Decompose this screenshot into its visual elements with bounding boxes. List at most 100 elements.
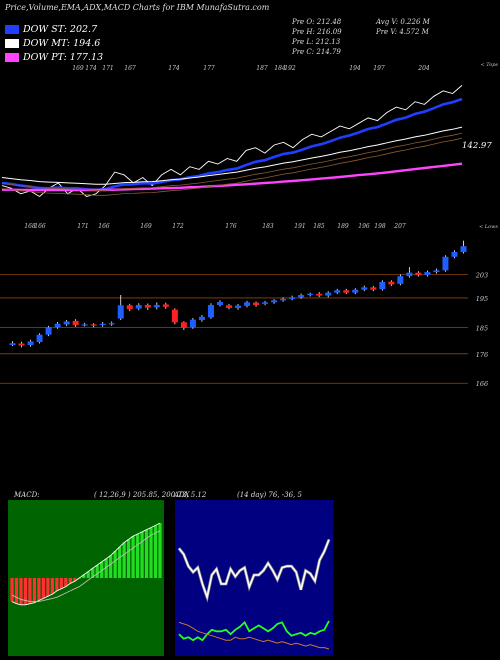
legend-dow-mt: DOW MT: 194.6 xyxy=(5,33,125,49)
bottom-tick-label: 185 xyxy=(313,223,325,230)
candle-body xyxy=(325,292,332,296)
candle-body xyxy=(72,320,79,325)
top-tick-label: 177 xyxy=(203,65,215,72)
candle-body xyxy=(424,272,431,275)
top-tick-label: 171 xyxy=(102,65,113,72)
macd-histogram-bar xyxy=(14,578,19,604)
candle-body xyxy=(397,276,404,284)
candle-body xyxy=(451,252,458,257)
bottom-tick-label: 168 xyxy=(24,223,36,230)
price-tick-label: 185 xyxy=(476,324,488,332)
bottom-tick-label: 196 xyxy=(358,223,370,230)
bottom-tick-label: 183 xyxy=(262,223,274,230)
adx-values: (14 day) 76, -36, 5 xyxy=(237,491,302,499)
macd-histogram-bar xyxy=(127,539,131,578)
candle-body xyxy=(253,302,260,305)
ema-brown-line xyxy=(1,137,463,196)
candle-body xyxy=(433,270,440,273)
candle-body xyxy=(126,305,133,310)
chart-title: Price,Volume,EMA,ADX,MACD Charts for IBM… xyxy=(5,3,270,12)
top-tick-label: 184 xyxy=(274,65,286,72)
macd-histogram-bar xyxy=(59,578,63,589)
macd-histogram-bar xyxy=(37,578,41,601)
adx-series-line-0 xyxy=(178,539,330,601)
adx-title: ADX xyxy=(174,491,190,499)
bottom-tick-label: 172 xyxy=(172,223,184,230)
candle-body xyxy=(442,256,449,271)
stat-open: Pre O: 212.48 xyxy=(292,18,342,26)
candle-body xyxy=(81,324,88,326)
candle-body xyxy=(135,305,142,309)
lows-label: < Lows xyxy=(479,224,498,230)
macd-histogram-bar xyxy=(68,578,72,584)
macd-histogram-bar xyxy=(82,574,86,578)
bottom-tick-label: 166 xyxy=(34,223,46,230)
bottom-tick-label: 171 xyxy=(77,223,88,230)
candle-body xyxy=(45,327,52,335)
candle-body xyxy=(361,287,368,290)
macd-values: ( 12,26,9 ) 205.85, 200.73, 5.12 xyxy=(94,491,207,499)
stat-high: Pre H: 216.09 xyxy=(292,28,342,36)
macd-histogram-bar xyxy=(158,523,162,578)
candle-body xyxy=(262,302,269,304)
candle-body xyxy=(280,298,287,301)
stats-prev-ohlc: Pre O: 212.48 Pre H: 216.09 Pre L: 212.1… xyxy=(292,17,342,57)
candle-body xyxy=(289,297,296,300)
candle-body xyxy=(388,281,395,285)
candle-body xyxy=(108,323,115,325)
candle-body xyxy=(235,305,241,308)
price-tick-label: 195 xyxy=(476,295,488,303)
macd-histogram-bar xyxy=(86,571,90,578)
macd-chart xyxy=(8,500,164,656)
macd-histogram-bar xyxy=(113,551,117,578)
candle-body xyxy=(343,290,350,293)
macd-histogram-bar xyxy=(32,578,37,603)
legend-swatch-pt xyxy=(5,53,19,62)
adx-chart xyxy=(175,500,333,656)
top-tick-label: 204 xyxy=(417,65,430,72)
stat-avg-volume: Avg V: 0.226 M xyxy=(376,18,430,26)
macd-title: MACD: xyxy=(14,491,40,499)
candle-body xyxy=(415,272,422,275)
legend-dow-pt: DOW PT: 177.13 xyxy=(5,47,125,63)
legend-label-st: DOW ST: 202.7 xyxy=(23,24,98,35)
price-chart: 203 195 185 176 166 xyxy=(0,240,488,388)
top-tick-label: 169 xyxy=(72,65,84,72)
price-tick-label: 176 xyxy=(476,351,488,359)
top-tick-label: 174 xyxy=(168,65,180,72)
legend-label-pt: DOW PT: 177.13 xyxy=(23,52,104,63)
legend-label-mt: DOW MT: 194.6 xyxy=(23,38,101,49)
macd-histogram-bar xyxy=(135,534,140,578)
candle-body xyxy=(370,287,377,290)
ema-brown-line xyxy=(1,132,463,191)
price-tick-label: 166 xyxy=(476,380,488,388)
price-label: 142.97 xyxy=(462,141,492,151)
candle-body xyxy=(225,305,232,308)
top-tick-label: 174 xyxy=(85,65,97,72)
candle-body xyxy=(352,289,359,293)
candle-body xyxy=(316,293,323,296)
candle-body xyxy=(162,304,169,307)
adx-series-line-1 xyxy=(178,620,330,642)
macd-histogram-bar xyxy=(153,525,158,578)
macd-histogram-bar xyxy=(91,568,95,578)
macd-histogram-bar xyxy=(95,565,99,578)
bottom-tick-label: 189 xyxy=(337,223,349,230)
candle-body xyxy=(153,305,160,308)
candle-body xyxy=(144,305,151,308)
candle-body xyxy=(189,319,196,328)
candle-body xyxy=(117,305,124,319)
legend-swatch-st xyxy=(5,25,19,34)
candle-body xyxy=(298,295,305,298)
macd-histogram-bar xyxy=(41,578,45,599)
top-tick-label: 167 xyxy=(124,65,136,72)
macd-histogram-bar xyxy=(140,531,144,578)
macd-histogram-bar xyxy=(122,542,126,578)
adx-series-line-2 xyxy=(178,621,330,650)
top-tick-label: 194 xyxy=(349,65,361,72)
top-tick-label: 187 xyxy=(256,65,268,72)
candle-body xyxy=(36,334,43,343)
candle-body xyxy=(271,300,278,303)
macd-histogram-bar xyxy=(104,558,108,578)
